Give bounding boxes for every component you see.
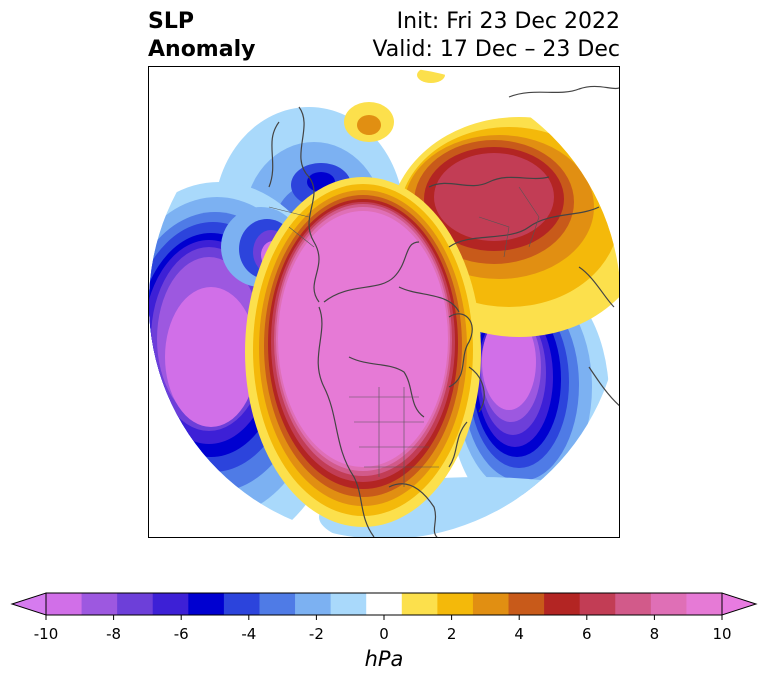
colorbar-segment <box>330 593 367 615</box>
init-date: Init: Fri 23 Dec 2022 <box>396 9 620 34</box>
colorbar-tick-label: -8 <box>106 625 122 643</box>
map-title: SLP Anomaly <box>148 8 255 64</box>
colorbar-segment <box>188 593 225 615</box>
colorbar-tick-label: -6 <box>173 625 189 643</box>
colorbar-tick-label: -2 <box>308 625 324 643</box>
state-borders <box>268 186 540 487</box>
colorbar-segment <box>401 593 438 615</box>
title-line-1: SLP <box>148 9 194 34</box>
colorbar-segment <box>295 593 332 615</box>
colorbar-extend-min <box>10 592 47 616</box>
colorbar-segment <box>366 593 403 615</box>
colorbar-segment <box>508 593 545 615</box>
map-canvas <box>149 67 619 537</box>
title-line-2: Anomaly <box>148 37 256 62</box>
colorbar-tick-label: -10 <box>33 625 59 643</box>
colorbar-scale <box>10 592 758 620</box>
colorbar-tick-label: 4 <box>514 625 524 643</box>
colorbar-segment <box>223 593 260 615</box>
colorbar-segment <box>544 593 581 615</box>
colorbar-unit: hPa <box>364 647 404 671</box>
positive-anomaly-north-america <box>245 177 481 527</box>
colorbar-segment <box>615 593 652 615</box>
colorbar-segment <box>259 593 296 615</box>
colorbar-tick-label: 8 <box>649 625 660 643</box>
colorbar-segment <box>81 593 118 615</box>
map-subtitle: Init: Fri 23 Dec 2022 Valid: 17 Dec – 23… <box>372 8 620 64</box>
colorbar-segment <box>686 593 723 615</box>
colorbar-tick-label: 6 <box>582 625 592 643</box>
coastlines <box>268 85 619 537</box>
colorbar-segment <box>46 593 83 615</box>
colorbar-tick-label: 0 <box>379 625 389 643</box>
colorbar: -10 -8 -6 -4 -2 0 2 4 6 8 10 hPa <box>0 585 768 684</box>
colorbar-extend-max <box>721 592 758 616</box>
colorbar-segment <box>152 593 189 615</box>
colorbar-tick-label: 10 <box>712 625 732 643</box>
colorbar-segment <box>650 593 687 615</box>
negative-anomaly-pacific <box>449 272 609 522</box>
colorbar-segment <box>117 593 154 615</box>
colorbar-segment <box>437 593 474 615</box>
valid-range: Valid: 17 Dec – 23 Dec <box>372 37 620 62</box>
colorbar-tick-label: 2 <box>446 625 457 643</box>
colorbar-segment <box>472 593 510 615</box>
colorbar-segment <box>579 593 616 615</box>
anomaly-map <box>148 66 620 538</box>
colorbar-tick-label: -4 <box>241 625 257 643</box>
